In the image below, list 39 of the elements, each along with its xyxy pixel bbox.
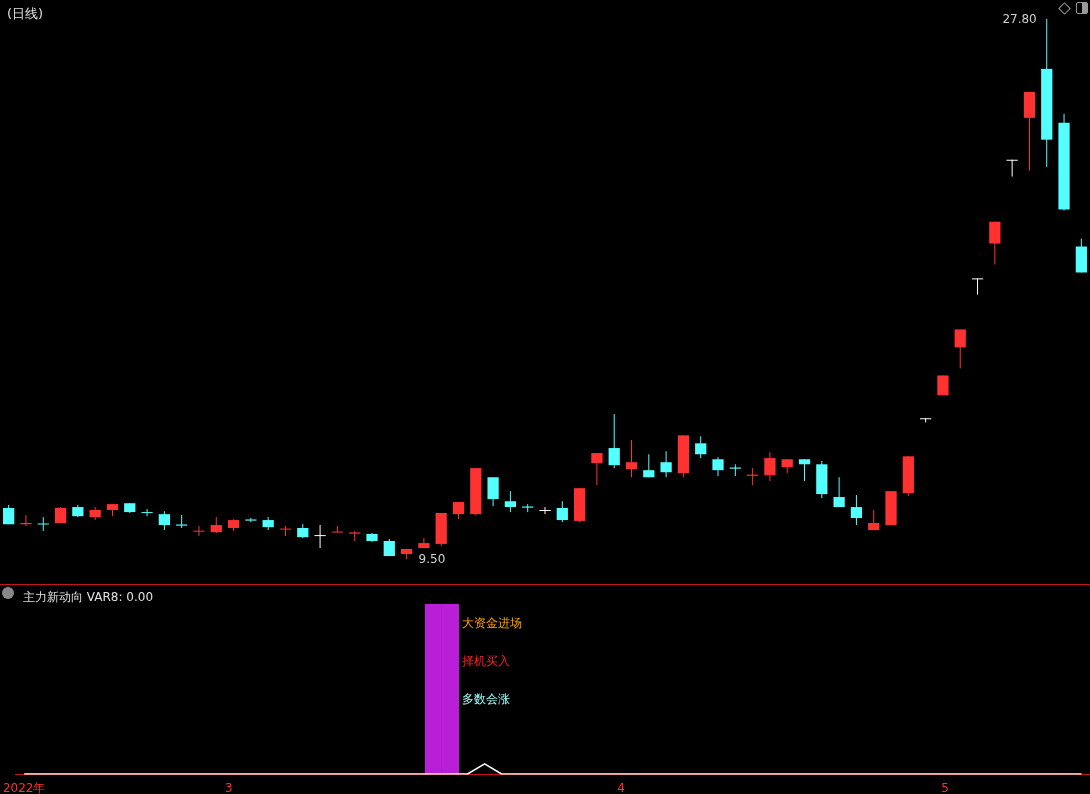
x-tick-label: 5 — [941, 781, 949, 794]
candlestick — [158, 510, 170, 531]
candlestick — [556, 500, 568, 523]
candlestick — [245, 517, 257, 523]
chart-title: (日线) — [7, 6, 44, 21]
candlestick — [314, 524, 326, 549]
candlestick — [798, 458, 811, 482]
annotation: 择机买入 — [462, 654, 511, 668]
candlestick — [695, 435, 707, 459]
candlestick — [20, 514, 32, 527]
candlestick — [971, 277, 984, 296]
candlestick — [954, 328, 966, 369]
candlestick — [539, 506, 551, 515]
candlestick — [989, 221, 1001, 266]
candlestick — [608, 413, 620, 469]
candlestick — [591, 452, 603, 486]
candlestick — [833, 476, 845, 508]
annotation: 9.50 — [418, 552, 446, 566]
candlestick — [764, 451, 776, 482]
candlestick — [1006, 159, 1018, 178]
candlestick — [279, 525, 292, 537]
annotation: 多数会涨 — [462, 692, 511, 706]
chart-title: 主力新动向 VAR8: 0.00 — [23, 590, 154, 604]
candlestick — [141, 508, 153, 517]
x-tick-label: 3 — [224, 781, 233, 794]
annotation: 27.80 — [1002, 12, 1037, 26]
candlestick — [504, 490, 517, 513]
candlestick — [193, 525, 205, 537]
x-tick-label: 2022年 — [2, 781, 46, 794]
candlestick — [37, 516, 49, 532]
candlestick — [331, 525, 343, 533]
candlestick — [418, 537, 430, 549]
annotation: 大资金进场 — [462, 616, 523, 630]
candlestick — [660, 450, 672, 478]
candlestick — [850, 494, 863, 526]
x-tick-label: 4 — [617, 781, 625, 794]
candlestick — [487, 476, 499, 507]
candlestick — [712, 456, 724, 477]
candlestick — [625, 439, 638, 478]
